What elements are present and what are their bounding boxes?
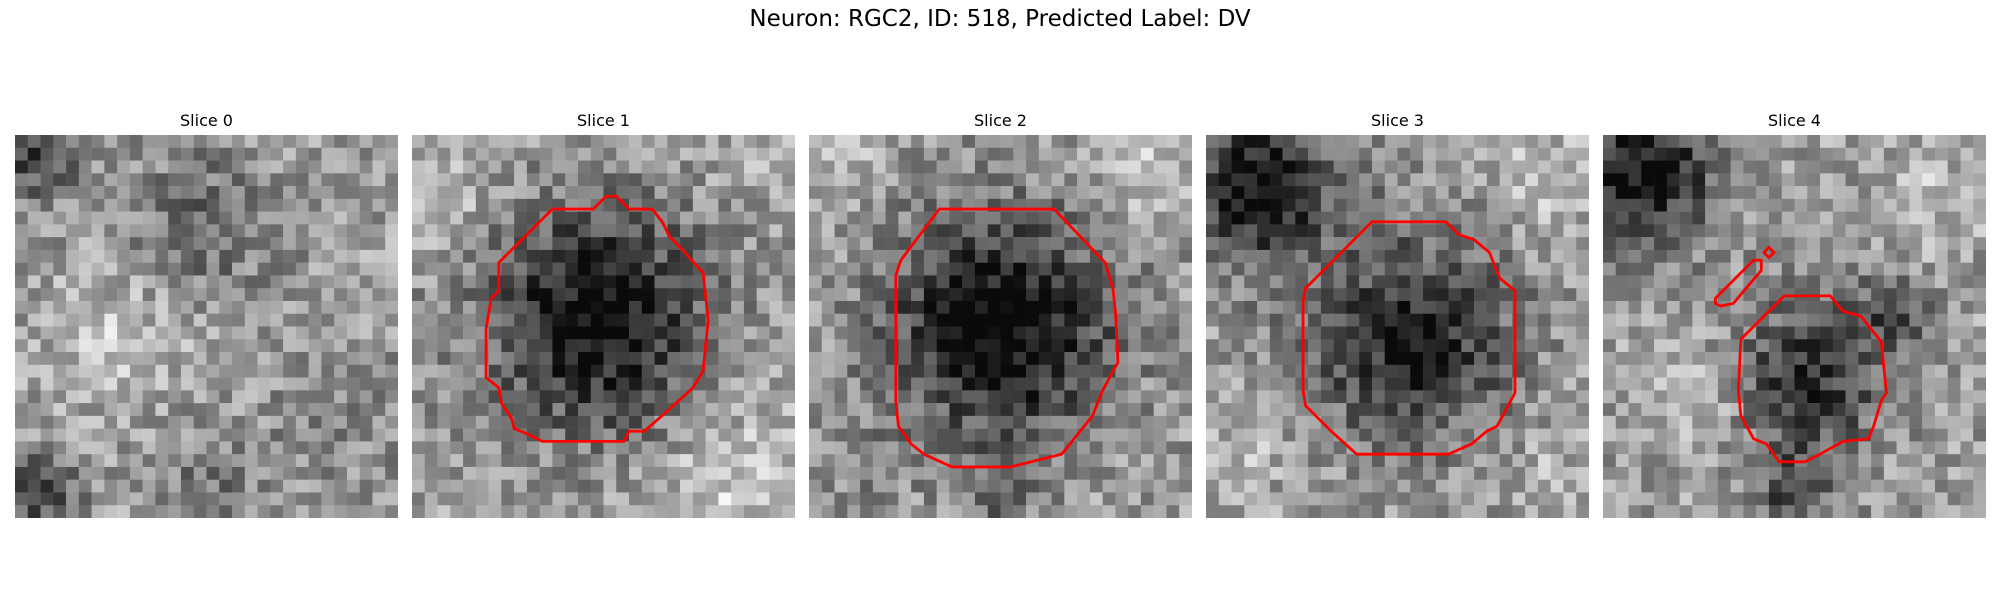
- grayscale-pixel-grid: [809, 135, 1192, 518]
- cell-contour: [894, 207, 1120, 469]
- grayscale-pixel-grid: [1603, 135, 1986, 518]
- slice-panel-3: Slice 3: [1206, 107, 1589, 518]
- slice-panel-0: Slice 0: [15, 107, 398, 518]
- slice-panel-4: Slice 4: [1603, 107, 1986, 518]
- slice-image-4: [1603, 135, 1986, 518]
- slice-image-3: [1206, 135, 1589, 518]
- cell-contour: [1301, 220, 1517, 456]
- slice-image-0: [15, 135, 398, 518]
- slice-title: Slice 1: [577, 111, 630, 130]
- grayscale-pixel-grid: [15, 135, 398, 518]
- slice-image-2: [809, 135, 1192, 518]
- grayscale-pixel-grid: [1206, 135, 1589, 518]
- small-contour-elongated: [1713, 258, 1763, 308]
- slice-title: Slice 2: [974, 111, 1027, 130]
- small-contour-diamond: [1761, 245, 1777, 260]
- slice-image-1: [412, 135, 795, 518]
- slice-title: Slice 3: [1371, 111, 1424, 130]
- slice-panel-1: Slice 1: [412, 107, 795, 518]
- grayscale-pixel-grid: [412, 135, 795, 518]
- slice-panel-2: Slice 2: [809, 107, 1192, 518]
- figure-title: Neuron: RGC2, ID: 518, Predicted Label: …: [749, 6, 1251, 32]
- cell-contour: [1736, 294, 1888, 464]
- slice-title: Slice 4: [1768, 111, 1821, 130]
- cell-contour: [484, 194, 710, 443]
- slice-title: Slice 0: [180, 111, 233, 130]
